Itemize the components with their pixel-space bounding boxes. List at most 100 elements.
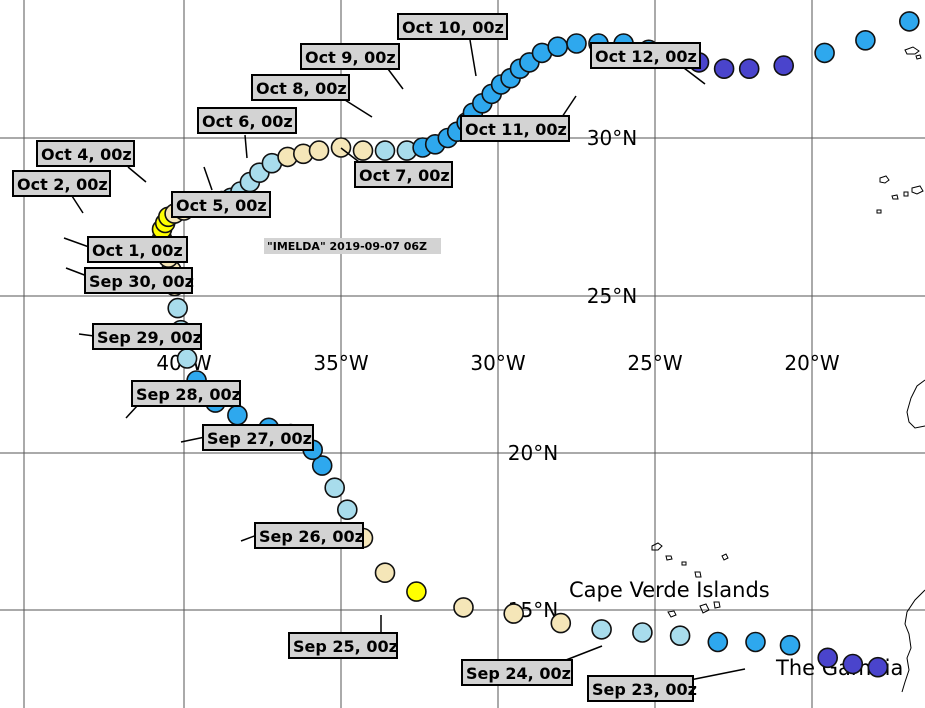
- label-sep24-text: Sep 24, 00z: [466, 664, 571, 683]
- track-point: [707, 631, 729, 653]
- leader-sep24: [565, 645, 603, 661]
- label-oct9: Oct 9, 00z: [300, 43, 400, 70]
- lon-label-35w: 35°W: [313, 351, 368, 375]
- label-sep25-box: [288, 632, 398, 659]
- track-point: [842, 653, 864, 675]
- label-oct8: Oct 8, 00z: [251, 74, 350, 101]
- leader-oct12: [683, 67, 706, 85]
- lon-label-20w: 20°W: [784, 351, 839, 375]
- leader-oct11: [561, 95, 577, 118]
- track-point: [308, 140, 330, 161]
- track-point: [176, 348, 198, 369]
- track-point: [311, 455, 333, 476]
- track-point: [374, 140, 396, 161]
- label-oct9-text: Oct 9, 00z: [305, 48, 396, 67]
- leader-oct10: [469, 39, 477, 77]
- leader-lines: [63, 39, 746, 681]
- label-oct4-text: Oct 4, 00z: [41, 145, 132, 164]
- label-sep24: Sep 24, 00z: [461, 659, 573, 686]
- track-point: [227, 404, 248, 426]
- label-sep26-box: [254, 522, 364, 549]
- leader-oct1: [63, 237, 90, 248]
- label-sep26-text: Sep 26, 00z: [259, 527, 364, 546]
- lon-label-30w: 30°W: [470, 351, 525, 375]
- label-sep23-box: [587, 675, 694, 702]
- track-point: [898, 11, 920, 32]
- track-point: [632, 622, 653, 643]
- label-sep27-text: Sep 27, 00z: [207, 429, 312, 448]
- label-oct6-box: [197, 107, 297, 134]
- track-point: [669, 625, 691, 647]
- cape-verde-north: [651, 542, 729, 578]
- label-oct4: Oct 4, 00z: [36, 140, 135, 167]
- track-point: [324, 477, 346, 499]
- label-sep23-text: Sep 23, 00z: [592, 680, 697, 699]
- label-sep27: Sep 27, 00z: [202, 424, 314, 451]
- african-coast-senegal: [901, 589, 925, 693]
- label-oct8-text: Oct 8, 00z: [256, 79, 347, 98]
- track-point: [867, 656, 889, 678]
- lat-label-25n: 25°N: [587, 284, 637, 308]
- label-oct6-text: Oct 6, 00z: [202, 112, 293, 131]
- label-oct8-box: [251, 74, 350, 101]
- label-oct1-box: [87, 236, 188, 263]
- label-oct6: Oct 6, 00z: [197, 107, 297, 134]
- label-oct11-box: [460, 115, 570, 142]
- label-sep30: Sep 30, 00z: [84, 267, 194, 294]
- track-point: [738, 58, 760, 79]
- track-point: [779, 634, 801, 656]
- label-sep29: Sep 29, 00z: [92, 323, 202, 350]
- leader-oct8: [344, 99, 373, 118]
- track-point: [550, 612, 572, 634]
- label-oct2-box: [12, 170, 111, 197]
- label-sep28: Sep 28, 00z: [131, 380, 241, 407]
- label-oct11: Oct 11, 00z: [460, 115, 570, 142]
- label-oct7: Oct 7, 00z: [354, 161, 453, 188]
- african-coast-north: [906, 379, 925, 429]
- leader-oct5: [203, 166, 213, 191]
- label-sep24-box: [461, 659, 573, 686]
- label-sep28-box: [131, 380, 241, 407]
- track-point: [167, 297, 188, 319]
- label-oct4-box: [36, 140, 135, 167]
- label-oct5-text: Oct 5, 00z: [176, 196, 267, 215]
- track-point: [745, 631, 766, 653]
- leader-sep23: [689, 668, 746, 681]
- label-oct7-box: [354, 161, 453, 188]
- storm-title: "IMELDA" 2019-09-07 06Z: [264, 238, 441, 254]
- label-oct5-box: [171, 191, 271, 218]
- lat-label-20n: 20°N: [508, 441, 558, 465]
- label-oct12: Oct 12, 00z: [590, 42, 701, 69]
- label-sep30-text: Sep 30, 00z: [89, 272, 194, 291]
- label-oct5: Oct 5, 00z: [171, 191, 271, 218]
- label-sep27-box: [202, 424, 314, 451]
- label-sep29-box: [92, 323, 202, 350]
- track-point: [503, 603, 525, 624]
- storm-title-bg: [264, 238, 441, 254]
- track-point: [352, 140, 374, 161]
- label-oct11-text: Oct 11, 00z: [465, 120, 567, 139]
- track-point: [814, 42, 835, 64]
- label-sep30-box: [84, 267, 193, 294]
- label-oct10-text: Oct 10, 00z: [402, 18, 504, 37]
- leader-sep30: [65, 267, 88, 277]
- label-sep23: Sep 23, 00z: [587, 675, 697, 702]
- track-point: [330, 137, 352, 158]
- leader-sep28: [125, 404, 139, 419]
- lat-label-30n: 30°N: [587, 126, 637, 150]
- track-point: [855, 29, 876, 51]
- track-point: [713, 58, 735, 79]
- track-point: [817, 647, 839, 669]
- canary-islands: [876, 175, 924, 214]
- label-oct1-text: Oct 1, 00z: [92, 241, 183, 260]
- label-oct7-text: Oct 7, 00z: [359, 166, 450, 185]
- label-oct10: Oct 10, 00z: [397, 13, 508, 40]
- track-point: [453, 597, 474, 618]
- leader-oct4: [127, 166, 147, 183]
- track-point: [547, 36, 569, 58]
- landmasses: [651, 46, 925, 693]
- label-oct12-text: Oct 12, 00z: [595, 47, 697, 66]
- label-oct2: Oct 2, 00z: [12, 170, 111, 197]
- label-oct2-text: Oct 2, 00z: [17, 175, 108, 194]
